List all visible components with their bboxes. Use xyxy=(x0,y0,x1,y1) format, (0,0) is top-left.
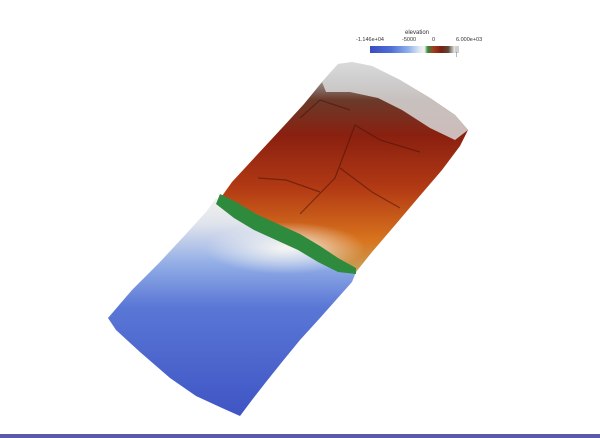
colorbar-gradient xyxy=(370,46,455,53)
colorbar-tick-max: 6.000e+03 xyxy=(456,37,483,43)
viewport-bottom-border xyxy=(0,434,600,438)
colorbar-tick-mid2: 0 xyxy=(432,37,436,43)
colorbar-tick-mid1: -5000 xyxy=(402,37,417,43)
colorbar-title: elevation xyxy=(404,30,430,36)
land-region xyxy=(222,62,468,272)
mountain-top xyxy=(322,62,468,140)
colorbar-marker: | xyxy=(456,52,458,58)
colorbar-tick-min: -1.146e+04 xyxy=(356,37,384,43)
elevation-colorbar: elevation -1.146e+04 -5000 0 6.000e+03 | xyxy=(352,30,482,60)
ridge-lines xyxy=(257,99,421,215)
colorbar-nan-swatch xyxy=(455,46,459,53)
coast-strip xyxy=(216,194,356,274)
colorbar-tick-labels: -1.146e+04 -5000 0 6.000e+03 xyxy=(352,37,482,44)
